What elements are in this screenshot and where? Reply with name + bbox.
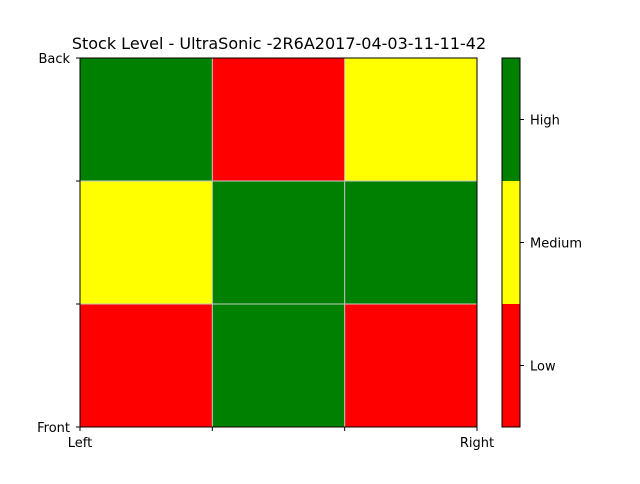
heatmap-cell-low xyxy=(212,58,345,181)
x-tick-label: Left xyxy=(68,436,92,451)
x-tick-label: Right xyxy=(460,436,494,451)
heatmap-cell-high xyxy=(344,181,477,304)
heatmap-cell-medium xyxy=(80,181,213,304)
heatmap-cell-high xyxy=(212,304,345,427)
heatmap-cell-medium xyxy=(344,58,477,181)
heatmap-cell-low xyxy=(80,304,213,427)
heatmap-cell-high xyxy=(212,181,345,304)
chart-title: Stock Level - UltraSonic -2R6A2017-04-03… xyxy=(72,34,486,53)
heatmap-cell-low xyxy=(344,304,477,427)
y-tick-label: Front xyxy=(37,421,70,436)
colorbar-segment-high xyxy=(502,58,520,181)
colorbar-label: High xyxy=(530,114,560,129)
colorbar-label: Medium xyxy=(530,237,582,252)
colorbar-label: Low xyxy=(530,360,556,375)
plot-frame xyxy=(79,57,478,428)
colorbar-segment-low xyxy=(502,304,520,427)
heatmap-cell-high xyxy=(80,58,213,181)
colorbar-segment-medium xyxy=(502,181,520,304)
y-tick-label: Back xyxy=(38,52,70,67)
